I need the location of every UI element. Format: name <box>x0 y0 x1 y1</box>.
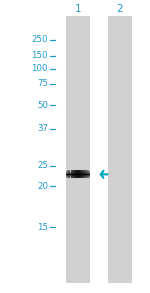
Text: 15: 15 <box>37 223 48 231</box>
Bar <box>73 170 74 178</box>
Bar <box>75 170 76 178</box>
Text: 75: 75 <box>37 79 48 88</box>
Bar <box>72 170 73 178</box>
Bar <box>66 170 90 171</box>
Bar <box>79 170 80 178</box>
Bar <box>87 170 88 178</box>
Bar <box>71 170 72 178</box>
Bar <box>86 170 87 178</box>
Bar <box>66 174 90 175</box>
Text: 50: 50 <box>37 101 48 110</box>
Bar <box>66 172 90 173</box>
Bar <box>66 171 90 172</box>
Bar <box>66 175 90 176</box>
Text: 20: 20 <box>37 182 48 190</box>
Text: 37: 37 <box>37 125 48 133</box>
Bar <box>74 170 75 178</box>
Bar <box>77 170 78 178</box>
Text: 2: 2 <box>117 4 123 14</box>
Bar <box>70 170 71 178</box>
Bar <box>66 173 90 174</box>
Bar <box>69 170 70 178</box>
Bar <box>66 175 90 176</box>
Bar <box>85 170 86 178</box>
Text: 1: 1 <box>75 4 81 14</box>
Bar <box>66 16 90 283</box>
Bar <box>67 170 68 178</box>
Bar <box>66 177 90 178</box>
Bar <box>76 170 77 178</box>
Bar <box>82 170 83 178</box>
Bar <box>81 170 82 178</box>
Bar <box>66 171 90 172</box>
Bar <box>83 170 84 178</box>
Bar <box>84 170 85 178</box>
Text: 100: 100 <box>32 64 48 73</box>
Bar <box>89 170 90 178</box>
Text: 150: 150 <box>32 51 48 60</box>
Bar <box>68 170 69 178</box>
Text: 25: 25 <box>37 161 48 170</box>
Bar <box>80 170 81 178</box>
Text: 250: 250 <box>32 35 48 44</box>
Bar <box>66 173 90 174</box>
Bar <box>78 170 79 178</box>
Bar <box>108 16 132 283</box>
Bar <box>88 170 89 178</box>
Bar <box>66 176 90 177</box>
Bar <box>66 170 67 178</box>
Bar <box>66 177 90 178</box>
